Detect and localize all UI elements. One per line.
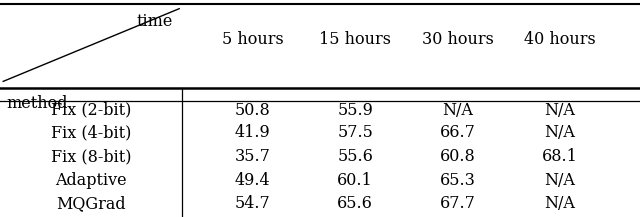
Text: 68.1: 68.1	[542, 148, 578, 165]
Text: 60.1: 60.1	[337, 172, 373, 189]
Text: Fix (4-bit): Fix (4-bit)	[51, 124, 131, 141]
Text: MQGrad: MQGrad	[56, 195, 126, 212]
Text: N/A: N/A	[545, 172, 575, 189]
Text: 40 hours: 40 hours	[524, 31, 596, 48]
Text: method: method	[6, 95, 68, 112]
Text: 50.8: 50.8	[235, 102, 271, 119]
Text: 57.5: 57.5	[337, 124, 373, 141]
Text: 55.6: 55.6	[337, 148, 373, 165]
Text: 60.8: 60.8	[440, 148, 476, 165]
Text: 15 hours: 15 hours	[319, 31, 391, 48]
Text: Fix (8-bit): Fix (8-bit)	[51, 148, 131, 165]
Text: 67.7: 67.7	[440, 195, 476, 212]
Text: N/A: N/A	[442, 102, 473, 119]
Text: 30 hours: 30 hours	[422, 31, 493, 48]
Text: 49.4: 49.4	[235, 172, 271, 189]
Text: 66.7: 66.7	[440, 124, 476, 141]
Text: Fix (2-bit): Fix (2-bit)	[51, 102, 131, 119]
Text: 55.9: 55.9	[337, 102, 373, 119]
Text: time: time	[136, 13, 173, 30]
Text: 65.6: 65.6	[337, 195, 373, 212]
Text: 5 hours: 5 hours	[222, 31, 284, 48]
Text: 41.9: 41.9	[235, 124, 271, 141]
Text: 65.3: 65.3	[440, 172, 476, 189]
Text: N/A: N/A	[545, 102, 575, 119]
Text: N/A: N/A	[545, 195, 575, 212]
Text: 35.7: 35.7	[235, 148, 271, 165]
Text: 54.7: 54.7	[235, 195, 271, 212]
Text: Adaptive: Adaptive	[56, 172, 127, 189]
Text: N/A: N/A	[545, 124, 575, 141]
